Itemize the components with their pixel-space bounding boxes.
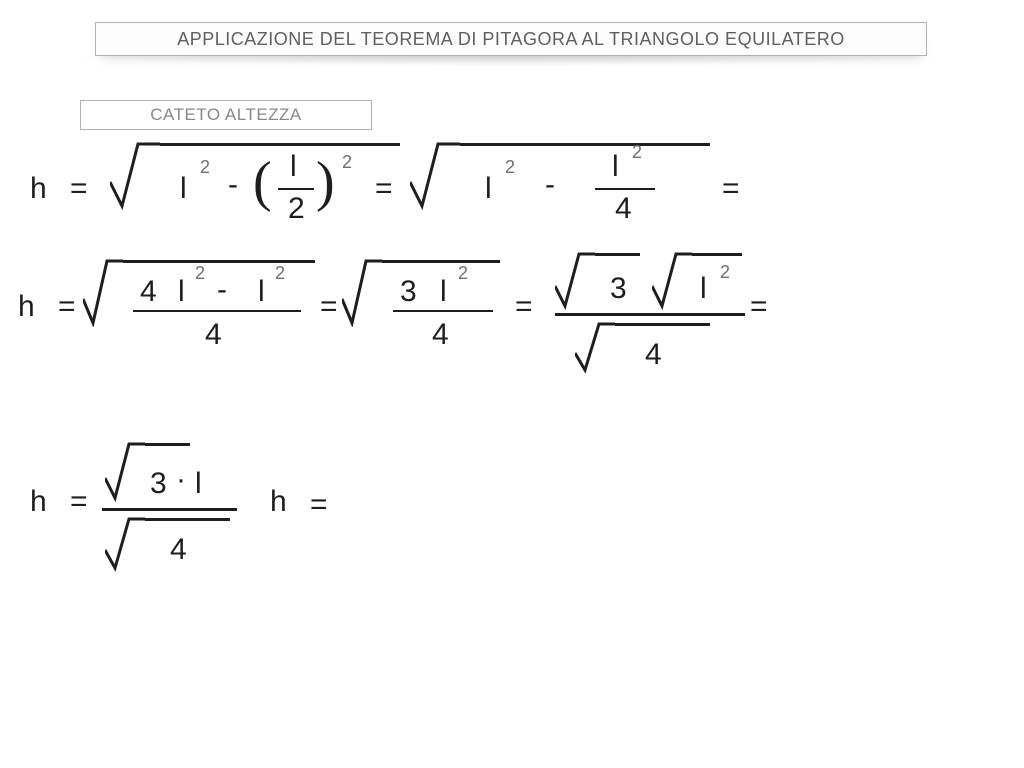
frac-l-2: l	[612, 150, 619, 184]
radical-3-hook	[83, 257, 123, 327]
sup-2-3: 2	[505, 157, 515, 178]
radical-8-bar	[145, 443, 190, 446]
denom-4-3: 4	[645, 338, 662, 372]
minus-3: -	[217, 273, 227, 307]
eq-9: =	[310, 488, 328, 522]
radical-9-hook	[105, 515, 145, 573]
sup-2-6: 2	[275, 263, 285, 284]
radical-4-bar	[382, 260, 500, 263]
num-4-1: 4	[140, 275, 157, 309]
term-l-5: l	[440, 275, 447, 309]
frac-bar-4	[393, 310, 493, 312]
denom-4-1: 4	[205, 318, 222, 352]
term-l-6: l	[700, 272, 707, 306]
eq-4: =	[58, 290, 76, 324]
term-l-3: l	[178, 275, 185, 309]
sup-2-1: 2	[200, 157, 210, 178]
radical-2-bar	[460, 143, 710, 146]
frac-bar-2	[595, 188, 655, 190]
num-3-3: 3	[150, 467, 167, 501]
term-l-4: l	[258, 275, 265, 309]
minus-1: -	[228, 168, 238, 202]
eq-8: =	[70, 485, 88, 519]
radical-6-bar	[692, 253, 742, 256]
term-l-1: l	[180, 172, 187, 206]
var-h-4: h	[270, 485, 287, 519]
radical-4-hook	[342, 257, 382, 327]
var-h-2: h	[18, 290, 35, 324]
var-h-3: h	[30, 485, 47, 519]
denom-4-2: 4	[432, 318, 449, 352]
lparen-1: (	[253, 150, 272, 214]
denom-4-4: 4	[170, 533, 187, 567]
frac-l-1: l	[290, 150, 297, 184]
radical-7-bar	[615, 323, 710, 326]
eq-3: =	[722, 172, 740, 206]
radical-6-hook	[652, 250, 692, 310]
radical-5-hook	[555, 250, 595, 310]
eq-7: =	[750, 290, 768, 324]
eq-5: =	[320, 290, 338, 324]
frac-bar-1	[278, 188, 314, 190]
num-3-2: 3	[610, 272, 627, 306]
eq-1: =	[70, 172, 88, 206]
math-canvas: h = l 2 - ( l 2 ) 2 = l 2 - l 2 4 = h = …	[0, 0, 1024, 768]
frac-4-1: 4	[615, 192, 632, 226]
term-l-7: l	[195, 467, 202, 501]
sup-2-5: 2	[195, 263, 205, 284]
frac-bar-5	[555, 313, 745, 316]
eq-6: =	[515, 290, 533, 324]
radical-8-hook	[105, 440, 145, 502]
dot-1: ·	[176, 463, 186, 497]
rparen-1: )	[316, 150, 335, 214]
minus-2: -	[545, 168, 555, 202]
frac-2-1: 2	[288, 192, 305, 226]
num-3-1: 3	[400, 275, 417, 309]
radical-3-bar	[123, 260, 315, 263]
frac-bar-6	[102, 508, 237, 511]
var-h: h	[30, 172, 47, 206]
radical-9-bar	[145, 518, 230, 521]
radical-1-bar	[160, 143, 400, 146]
sup-2-4: 2	[632, 142, 642, 163]
radical-7-hook	[575, 320, 615, 375]
sup-2-8: 2	[720, 262, 730, 283]
radical-1-hook	[110, 140, 160, 210]
frac-bar-3	[133, 310, 301, 312]
radical-5-bar	[595, 253, 640, 256]
sup-2-2: 2	[342, 152, 352, 173]
eq-2: =	[375, 172, 393, 206]
sup-2-7: 2	[458, 263, 468, 284]
term-l-2: l	[485, 172, 492, 206]
radical-2-hook	[410, 140, 460, 210]
